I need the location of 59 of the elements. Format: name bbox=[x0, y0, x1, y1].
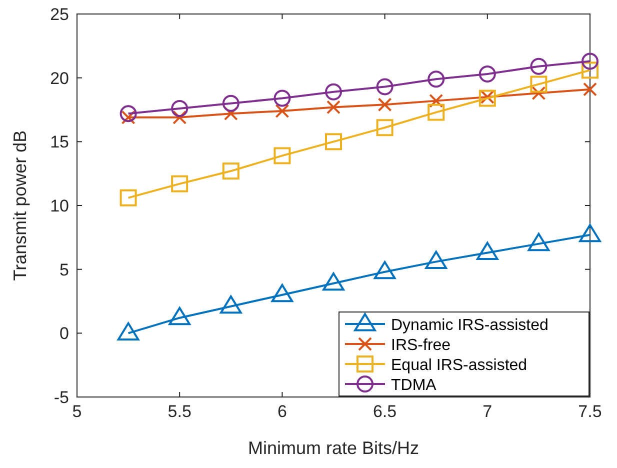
y-tick-label: 20 bbox=[50, 68, 69, 88]
x-tick-label: 7.5 bbox=[578, 402, 602, 421]
legend-label: TDMA bbox=[391, 377, 437, 394]
point bbox=[120, 189, 137, 206]
point bbox=[429, 94, 444, 108]
point bbox=[583, 82, 597, 96]
x-tick-label: 6.5 bbox=[372, 402, 397, 421]
x-tick-label: 5 bbox=[72, 402, 82, 421]
point bbox=[425, 250, 447, 269]
point bbox=[376, 119, 394, 136]
y-tick-label: -5 bbox=[54, 388, 69, 407]
point bbox=[121, 110, 136, 124]
point bbox=[532, 86, 546, 100]
point bbox=[274, 147, 291, 164]
point bbox=[582, 62, 598, 79]
point bbox=[530, 76, 548, 93]
point bbox=[220, 295, 242, 314]
point bbox=[171, 100, 188, 117]
point bbox=[224, 106, 238, 121]
x-axis-title: Minimum rate Bits/Hz bbox=[248, 438, 420, 458]
point bbox=[374, 260, 396, 280]
point bbox=[530, 58, 548, 75]
point bbox=[325, 83, 342, 100]
point bbox=[478, 90, 496, 107]
legend-label: IRS-free bbox=[391, 337, 451, 354]
point bbox=[168, 306, 190, 326]
point bbox=[117, 322, 140, 340]
y-tick-label: 25 bbox=[50, 5, 69, 24]
point bbox=[376, 78, 394, 96]
y-tick-label: 10 bbox=[50, 196, 69, 216]
point bbox=[528, 232, 550, 252]
point bbox=[120, 105, 137, 122]
point bbox=[275, 104, 290, 118]
point bbox=[222, 162, 240, 180]
point bbox=[274, 90, 291, 107]
y-tick-label: 0 bbox=[60, 324, 69, 344]
x-tick-label: 5.5 bbox=[168, 402, 192, 421]
point bbox=[325, 133, 342, 150]
point bbox=[428, 104, 445, 121]
point bbox=[428, 70, 445, 88]
x-tick-label: 7 bbox=[482, 402, 492, 421]
y-tick-label: 15 bbox=[50, 132, 69, 152]
legend-label: Equal IRS-assisted bbox=[391, 357, 528, 374]
point bbox=[326, 100, 340, 114]
y-tick-label: 5 bbox=[60, 260, 69, 280]
point bbox=[579, 224, 601, 242]
point bbox=[378, 98, 392, 112]
point bbox=[582, 52, 598, 70]
point bbox=[271, 284, 294, 302]
point bbox=[172, 110, 187, 124]
y-axis-title: Transmit power dB bbox=[10, 130, 30, 281]
point bbox=[222, 94, 240, 112]
legend-label: Dynamic IRS-assisted bbox=[391, 317, 548, 334]
point bbox=[476, 242, 498, 260]
point bbox=[480, 90, 494, 104]
x-tick-label: 6 bbox=[277, 402, 287, 421]
point bbox=[171, 175, 188, 192]
point bbox=[478, 66, 496, 83]
point bbox=[322, 272, 344, 291]
